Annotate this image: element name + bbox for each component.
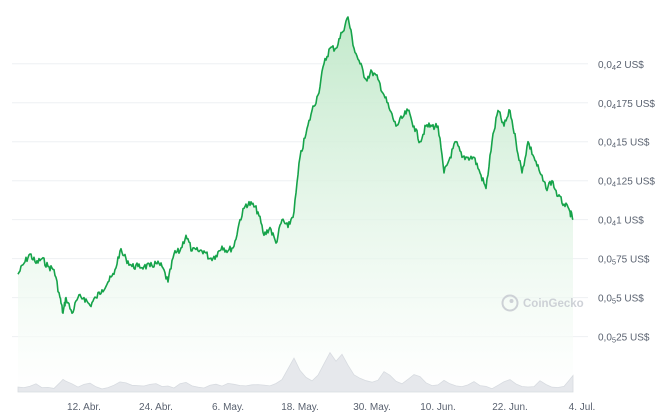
volume-area — [17, 351, 574, 393]
coingecko-logo-icon — [501, 294, 519, 312]
price-area — [18, 17, 573, 392]
x-tick-label: 12. Abr. — [67, 402, 101, 413]
x-tick-label: 4. Jul. — [569, 402, 596, 413]
x-tick-label: 6. May. — [212, 402, 244, 413]
x-tick-label: 22. Jun. — [492, 402, 528, 413]
x-tick-label: 10. Jun. — [420, 402, 456, 413]
y-tick-label: 0,042 US$ — [598, 60, 644, 72]
y-axis-ticks: 0,0525 US$ 0,055 US$ 0,0575 US$ 0,041 US$ 0,… — [598, 60, 655, 345]
watermark-text: CoinGecko — [523, 298, 584, 310]
coingecko-logo-eye-icon — [509, 299, 514, 303]
y-tick-label: 0,04175 US$ — [598, 99, 655, 111]
y-tick-label: 0,04125 US$ — [598, 177, 655, 189]
x-tick-label: 18. May. — [281, 402, 319, 413]
x-tick-label: 30. May. — [353, 402, 391, 413]
y-tick-label: 0,0575 US$ — [598, 255, 650, 267]
y-tick-label: 0,041 US$ — [598, 216, 644, 228]
x-axis-ticks: 12. Abr. 24. Abr. 6. May. 18. May. 30. May. 1… — [67, 402, 595, 413]
y-tick-label: 0,0525 US$ — [598, 333, 650, 345]
volume-bars — [17, 351, 574, 393]
price-line — [17, 16, 574, 314]
x-tick-label: 24. Abr. — [139, 402, 173, 413]
y-tick-label: 0,0415 US$ — [598, 138, 650, 150]
y-tick-label: 0,055 US$ — [598, 294, 644, 306]
coingecko-watermark: CoinGecko — [501, 294, 584, 312]
